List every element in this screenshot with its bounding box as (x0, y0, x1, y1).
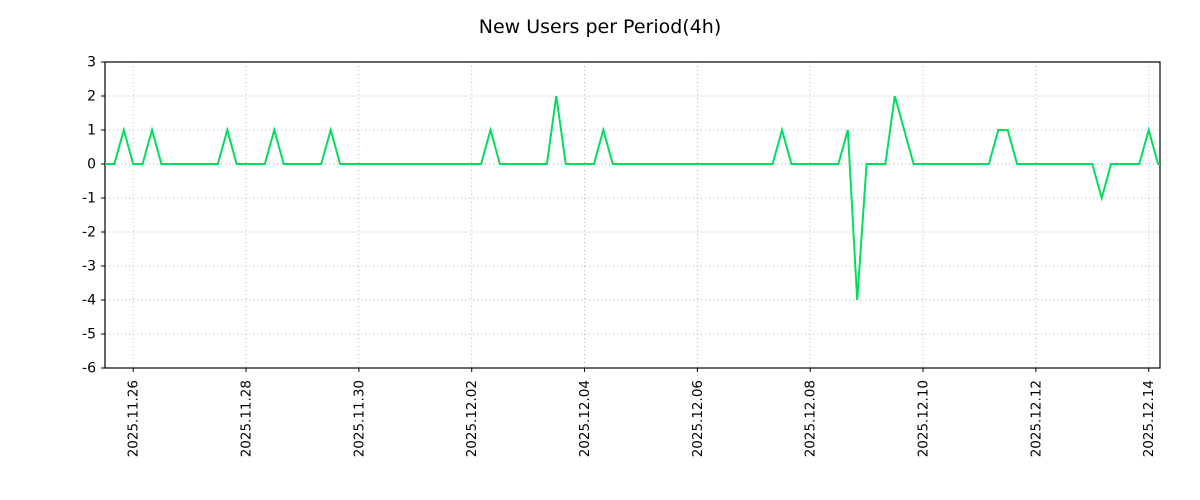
y-tick-label: -2 (82, 225, 96, 241)
x-tick-label: 2025.12.06 (690, 380, 706, 457)
x-tick-label: 2025.12.10 (916, 380, 932, 457)
series-line-new-users (105, 95, 1160, 301)
y-tick-label: 3 (87, 55, 96, 71)
y-tick-label: -5 (82, 327, 96, 343)
x-tick-label: 2025.11.28 (239, 380, 255, 457)
plot-border (104, 61, 1161, 369)
x-tick-label: 2025.11.26 (126, 380, 142, 457)
x-tick-label: 2025.12.04 (577, 380, 593, 457)
x-tick-label: 2025.11.30 (351, 380, 367, 457)
y-tick-label: -1 (82, 191, 96, 207)
y-tick-label: -4 (82, 293, 96, 309)
y-tick-label: 0 (87, 157, 96, 173)
y-tick-label: 1 (87, 123, 96, 139)
y-tick-label: 2 (87, 89, 96, 105)
y-tick-label: -6 (82, 361, 96, 377)
chart-title: New Users per Period(4h) (478, 16, 722, 38)
x-tick-label: 2025.12.08 (803, 380, 819, 457)
x-tick-label: 2025.12.14 (1141, 380, 1157, 457)
y-tick-label: -3 (82, 259, 96, 275)
x-tick-label: 2025.12.02 (464, 380, 480, 457)
x-tick-label: 2025.12.12 (1028, 380, 1044, 457)
